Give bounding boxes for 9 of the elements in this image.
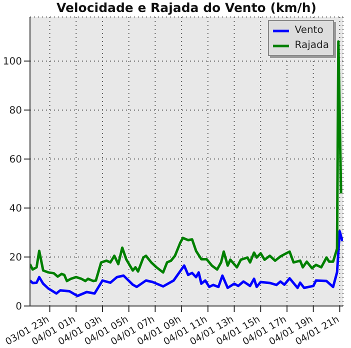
y-tick-label: 0 bbox=[16, 302, 22, 312]
y-tick-label: 20 bbox=[9, 252, 22, 264]
y-tick-label: 80 bbox=[9, 106, 22, 117]
legend-label: Rajada bbox=[294, 39, 329, 53]
y-tick-label: 100 bbox=[2, 56, 22, 68]
y-tick-label: 60 bbox=[9, 154, 22, 166]
legend-label: Vento bbox=[294, 24, 324, 38]
chart-title: Velocidade e Rajada do Vento (km/h) bbox=[56, 0, 318, 15]
y-tick-label: 40 bbox=[9, 204, 22, 215]
